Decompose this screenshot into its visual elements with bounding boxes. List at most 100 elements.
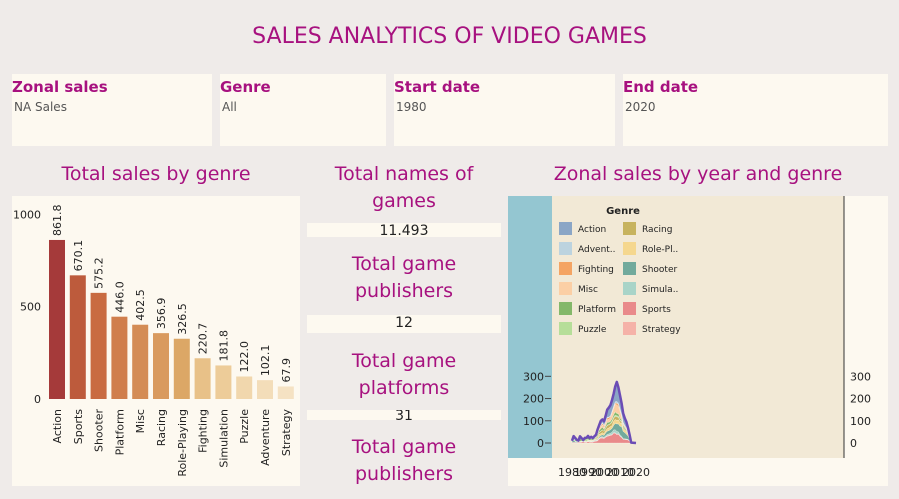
y-tick-label-left: 0 [537,437,544,450]
y-tick-label-right: 300 [850,370,871,383]
bar-simulation[interactable] [215,365,232,399]
category-label: Action [51,409,64,443]
category-label: Simulation [217,409,230,468]
legend-swatch [623,322,636,335]
bar-value-label: 326.5 [176,303,189,335]
bar-misc[interactable] [132,324,149,399]
axis-band-right [844,196,888,458]
filter-value[interactable]: 1980 [396,100,427,114]
category-label: Strategy [280,409,293,457]
legend-label: Role-Pl.. [642,245,678,255]
category-label: Racing [155,409,168,446]
bar-value-label: 102.1 [259,345,272,377]
category-label: Platform [113,409,126,455]
legend-swatch [623,262,636,275]
category-label: Shooter [93,409,106,452]
legend-swatch [623,302,636,315]
filter-zonal-sales[interactable]: Zonal sales NA Sales [12,74,212,146]
legend-label: Misc [578,285,598,295]
bar-value-label: 861.8 [51,204,64,236]
bar-value-label: 670.1 [72,240,85,272]
legend-label: Fighting [578,265,614,275]
legend-label: Action [578,225,606,235]
plot-background [552,196,844,458]
bar-value-label: 356.9 [155,298,168,330]
legend-label: Platform [578,305,616,315]
category-label: Sports [72,409,85,445]
bar-value-label: 181.8 [217,330,230,362]
legend-label: Shooter [642,265,677,275]
legend-label: Sports [642,305,671,315]
legend-swatch [623,282,636,295]
area-chart[interactable]: 0 0 100 100 200 200 300 300 19801990200020102020… [508,196,888,486]
legend-swatch [559,262,572,275]
filter-label: End date [623,78,699,96]
kpi-value-games: 11.493 [307,223,501,237]
category-label: Puzzle [238,409,251,444]
filter-genre[interactable]: Genre All [220,74,386,146]
category-label: Misc [134,409,147,433]
bar-adventure[interactable] [257,380,273,399]
y-tick-label-right: 200 [850,393,871,406]
kpi-title-publishers-2: Total game publishers [351,436,457,485]
bar-value-label: 67.9 [280,358,293,383]
total-sales-line [570,380,637,445]
filter-end-date[interactable]: End date 2020 [623,74,888,146]
bar-value-label: 220.7 [197,323,210,355]
bar-value-label: 446.0 [113,281,126,312]
kpi-value-platforms: 31 [307,410,501,420]
bar-racing[interactable] [153,333,169,399]
legend-swatch [559,302,572,315]
kpi-title-games: Total names of games [334,163,474,212]
y-tick-label-left: 100 [523,415,544,428]
legend-swatch [623,242,636,255]
x-tick-label: 2010 [606,466,634,479]
legend-label: Racing [642,225,672,235]
x-tick-label: 2020 [622,466,650,479]
bar-sports[interactable] [69,275,86,399]
bar-strategy[interactable] [277,386,294,399]
y-tick-label: 500 [20,301,41,314]
y-tick-label: 1000 [13,208,41,221]
y-tick-label-left: 200 [523,393,544,406]
bar-puzzle[interactable] [236,376,253,399]
legend-label: Simula.. [642,285,678,295]
x-tick-label: 2000 [590,466,618,479]
bar-role-playing[interactable] [173,338,190,399]
filter-label: Start date [394,78,481,96]
y-tick-label-right: 100 [850,415,871,428]
filter-label: Zonal sales [12,78,108,96]
y-tick-label-right: 0 [850,437,857,450]
dashboard-title: SALES ANALYTICS OF VIDEO GAMES [252,24,647,49]
bar-shooter[interactable] [90,292,107,399]
bar-action[interactable] [49,239,65,399]
axis-band-left [508,196,552,458]
x-tick-label: 1990 [574,466,602,479]
legend-swatch [559,242,572,255]
area-chart-title: Zonal sales by year and genre [553,163,843,185]
kpi-value-publishers: 12 [307,315,501,333]
bar-chart-title: Total sales by genre [61,163,251,185]
legend-label: Puzzle [578,325,607,335]
legend-swatch [559,282,572,295]
y-tick-label: 0 [34,393,41,406]
category-label: Fighting [197,409,210,453]
category-label: Adventure [259,409,272,466]
legend-label: Advent.. [578,245,616,255]
legend-swatch [623,222,636,235]
x-tick-label: 1980 [558,466,586,479]
category-label: Role-Playing [176,409,189,477]
bar-value-label: 575.2 [93,257,106,289]
legend-title: Genre [606,206,640,217]
filter-value[interactable]: All [222,100,237,114]
bar-chart[interactable]: 0 500 1000 861.8 Action 670.1 Sports 575.2 Shoot… [12,196,300,486]
filter-label: Genre [220,78,271,96]
bar-value-label: 402.5 [134,289,147,321]
bar-fighting[interactable] [194,358,211,399]
bar-platform[interactable] [111,316,128,399]
bar-chart-panel: 0 500 1000 861.8 Action 670.1 Sports 575.2 Shoot… [12,196,300,486]
filter-value[interactable]: 2020 [625,100,656,114]
filter-value[interactable]: NA Sales [14,100,67,114]
kpi-title-platforms: Total game platforms [351,350,457,399]
filter-start-date[interactable]: Start date 1980 [394,74,615,146]
